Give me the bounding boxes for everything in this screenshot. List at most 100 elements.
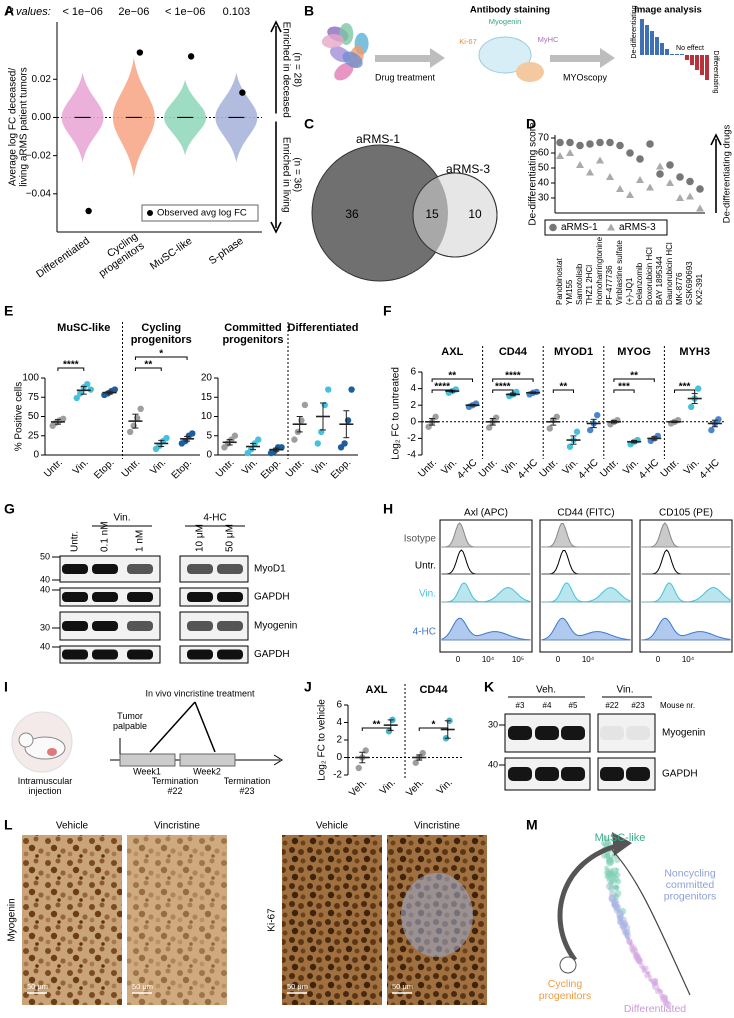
step-label: Termination #23 xyxy=(224,776,271,796)
x-tick-label: Samotolisib xyxy=(575,263,584,305)
blot-band xyxy=(600,726,624,740)
significance-bracket xyxy=(134,356,188,360)
x-tick-label: THZ1 2HCl xyxy=(585,265,594,305)
cell-dot xyxy=(663,999,668,1005)
significance-bracket xyxy=(674,389,696,393)
significance-label: **** xyxy=(434,382,450,393)
p-value: 0.103 xyxy=(223,6,251,18)
data-point xyxy=(432,413,439,421)
significance-label: *** xyxy=(679,382,691,393)
x-tick-label: Doxorubicin HCl xyxy=(645,247,654,305)
stain-label: Myogenin xyxy=(7,898,18,941)
significance-label: **** xyxy=(63,360,79,371)
x-tick-label: Vin. xyxy=(435,777,455,797)
significance-label: ** xyxy=(630,371,638,382)
legend-label: Observed avg log FC xyxy=(157,208,247,219)
y-tick-label: 60 xyxy=(538,148,550,159)
significance-bracket xyxy=(613,389,635,393)
significance-bracket xyxy=(431,378,473,382)
histogram xyxy=(641,617,731,641)
channel-label: CD44 (FITC) xyxy=(557,508,614,519)
state-label: Noncycling committed progenitors xyxy=(664,867,717,902)
panel-label: M xyxy=(526,817,538,833)
ihc-image xyxy=(127,835,227,1005)
cell-dot xyxy=(617,914,624,921)
y-tick-label: 30 xyxy=(538,193,550,204)
data-point xyxy=(606,173,614,180)
data-point xyxy=(556,138,564,147)
data-point xyxy=(137,405,144,412)
data-point xyxy=(553,413,560,421)
panel-label: L xyxy=(4,817,13,833)
group-title: MuSC-like xyxy=(57,322,110,334)
blot-band xyxy=(92,649,118,660)
y-tick-label: −0.02 xyxy=(26,150,52,161)
result-bar xyxy=(650,31,654,55)
histogram xyxy=(642,582,731,603)
cell xyxy=(321,34,344,49)
data-point xyxy=(646,183,654,191)
significance-label: ** xyxy=(373,720,381,731)
cell-dot xyxy=(612,900,620,908)
data-point xyxy=(576,141,584,150)
cell-dot xyxy=(650,977,659,986)
x-tick-label: S-phase xyxy=(207,235,246,267)
panel-label: G xyxy=(4,501,15,517)
band-label: GAPDH xyxy=(254,592,290,603)
week-label: Week1 xyxy=(133,766,161,776)
group-title: AXL xyxy=(366,684,388,696)
data-point xyxy=(586,168,594,176)
side-arrow xyxy=(710,133,722,213)
x-tick-label: Vin. xyxy=(240,457,260,477)
group-title: CD44 xyxy=(499,346,528,358)
ihc-region xyxy=(401,873,473,957)
x-tick-label: Homoharringtonine xyxy=(595,236,604,305)
y-tick-label: 100 xyxy=(22,373,39,384)
data-point xyxy=(341,440,348,447)
blot-band xyxy=(600,767,624,781)
blot-band xyxy=(92,592,118,602)
data-point xyxy=(594,411,601,419)
legend-label: aRMS-3 xyxy=(619,222,656,233)
data-point xyxy=(586,140,594,148)
data-point xyxy=(486,424,493,431)
data-point xyxy=(301,401,309,409)
data-point xyxy=(587,426,594,434)
result-bar xyxy=(670,54,674,55)
cycle-icon xyxy=(559,956,577,974)
legend-marker xyxy=(147,210,153,216)
y-tick-label: -4 xyxy=(407,450,416,461)
y-tick-label: -2 xyxy=(407,433,416,444)
mw-marker: 40 xyxy=(40,574,50,584)
x-tick-label: MK-8776 xyxy=(675,272,684,305)
set-count: 10 xyxy=(468,207,482,221)
cell-dot xyxy=(614,893,619,897)
result-bar xyxy=(640,19,644,55)
significance-bracket xyxy=(492,378,534,382)
band-label: GAPDH xyxy=(254,649,290,660)
legend-label: aRMS-1 xyxy=(561,222,598,233)
mw-marker: 40 xyxy=(488,759,498,769)
tumor xyxy=(47,748,57,756)
significance-bracket xyxy=(431,389,453,393)
mw-marker: 40 xyxy=(40,641,50,651)
data-point xyxy=(348,386,355,393)
group-title: Cycling progenitors xyxy=(131,322,192,346)
x-tick-label: 4-HC xyxy=(698,457,722,481)
blot-band xyxy=(187,621,213,631)
panel-label: H xyxy=(383,501,393,517)
blot-band xyxy=(626,767,650,781)
blot-band xyxy=(561,767,585,781)
significance-bracket xyxy=(552,389,574,393)
annotation-n: (n = 36) xyxy=(291,157,302,192)
data-point xyxy=(636,155,644,163)
x-tick-label: Vin. xyxy=(378,777,398,797)
ihc-image xyxy=(22,835,122,1005)
axis-tick-label: 10⁴ xyxy=(582,655,595,664)
blot-band xyxy=(127,621,153,631)
lane-label: 10 μM xyxy=(195,524,206,552)
x-tick-label: Cyclingprogenitors xyxy=(90,230,147,280)
lane-label: 0.1 nM xyxy=(100,521,111,552)
step-title: Image analysis xyxy=(634,5,702,16)
cell-dot xyxy=(631,946,635,950)
